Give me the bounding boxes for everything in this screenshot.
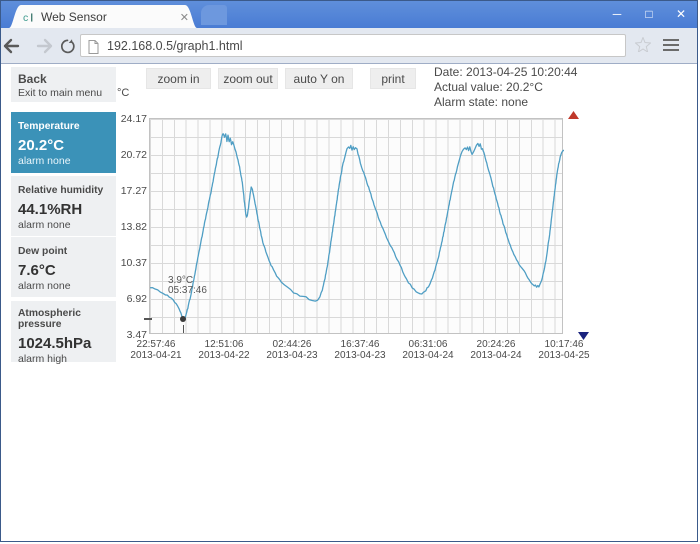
svg-text:c: c	[23, 12, 28, 24]
